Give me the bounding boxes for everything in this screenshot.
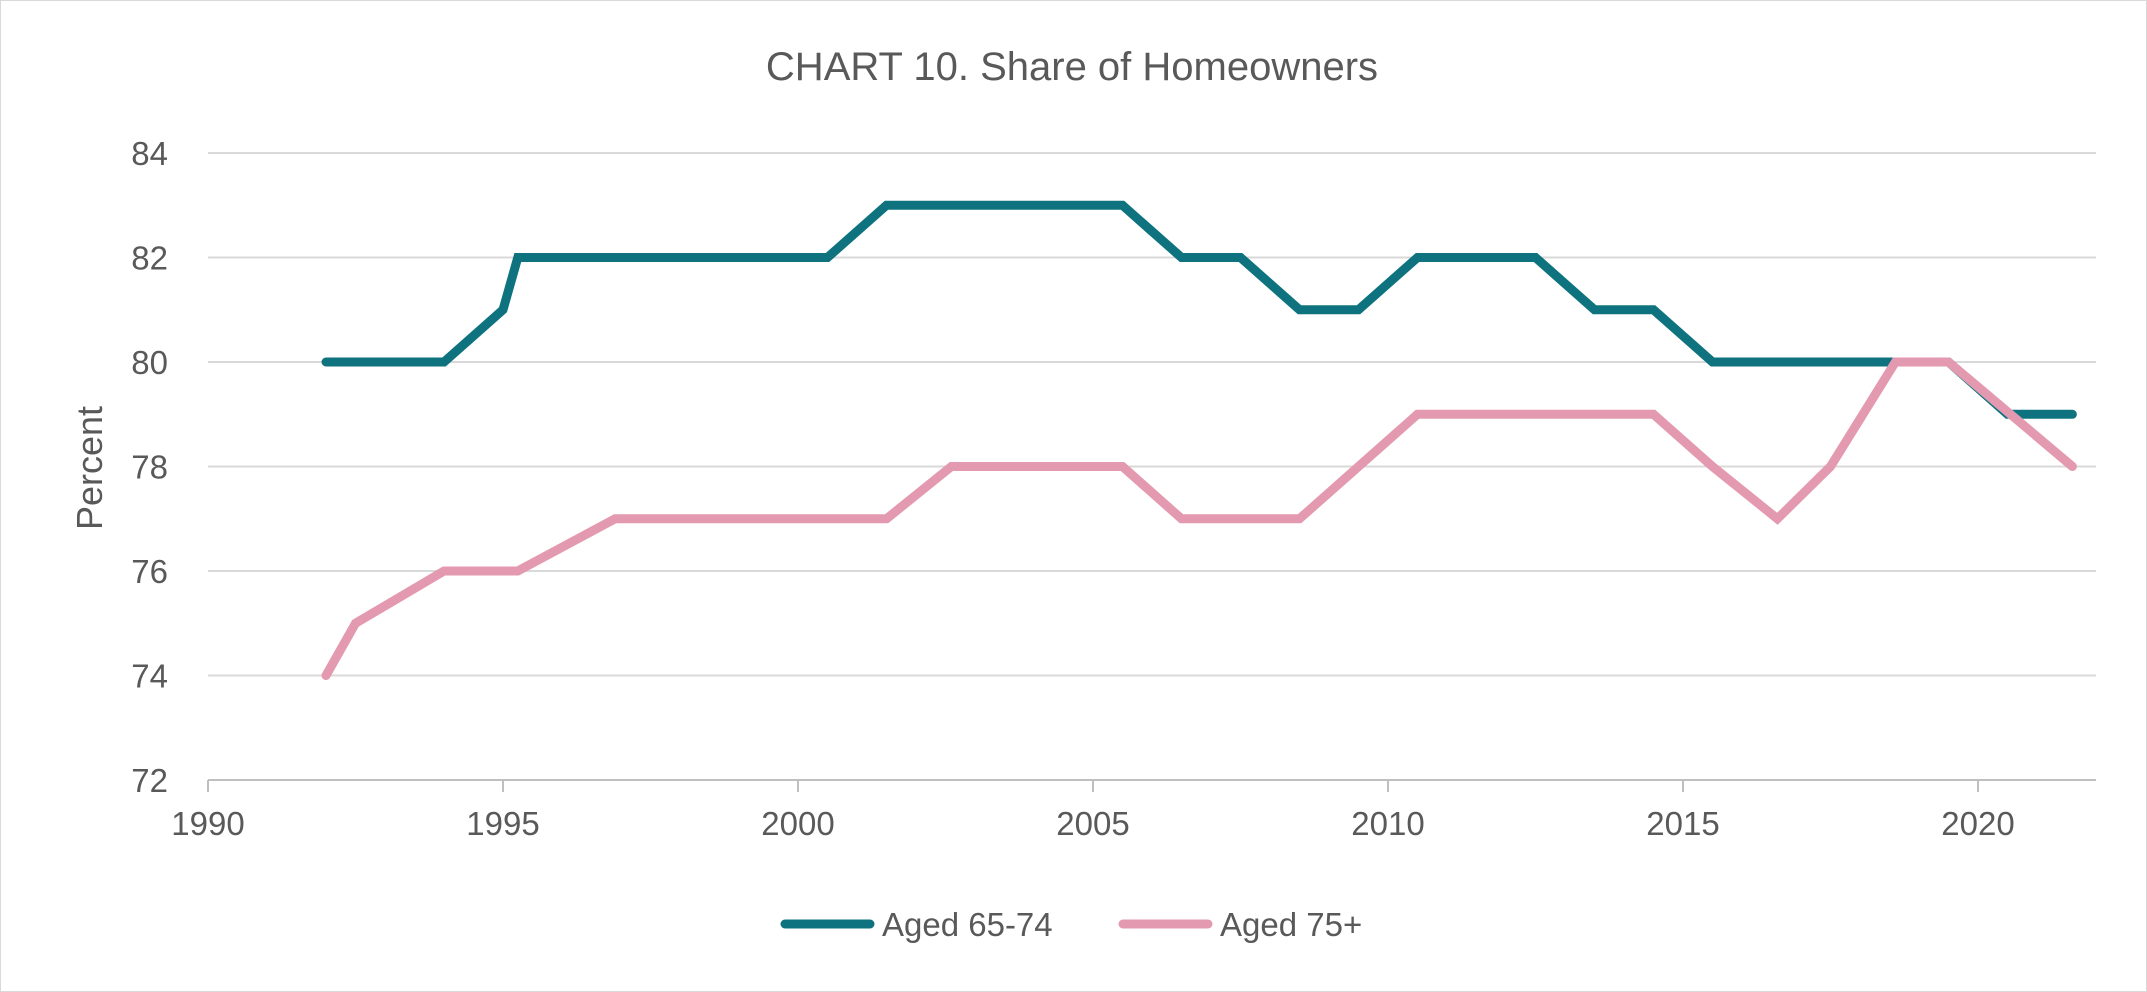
x-tick-label: 2020 — [1941, 805, 2014, 842]
x-axis: 1990 1995 2000 2005 2010 2015 2020 — [171, 779, 2096, 842]
y-tick-label: 72 — [131, 762, 168, 799]
y-tick-label: 82 — [131, 240, 168, 277]
legend-label: Aged 65-74 — [882, 906, 1053, 943]
y-tick-label: 76 — [131, 553, 168, 590]
x-tick-label: 2000 — [761, 805, 834, 842]
y-axis-title: Percent — [69, 406, 110, 530]
series-line-aged-65-74 — [321, 200, 2077, 419]
y-tick-label: 74 — [131, 658, 168, 695]
x-tick-label: 1990 — [171, 805, 244, 842]
legend: Aged 65-74 Aged 75+ — [780, 906, 1362, 943]
series-lines — [321, 200, 2077, 680]
y-tick-label: 80 — [131, 344, 168, 381]
chart-title: CHART 10. Share of Homeowners — [766, 45, 1378, 89]
x-tick-label: 2015 — [1646, 805, 1719, 842]
y-tick-label: 84 — [131, 135, 168, 172]
x-tick-label: 2005 — [1056, 805, 1129, 842]
series-line-aged-75-plus — [321, 357, 2077, 680]
x-tick-label: 1995 — [466, 805, 539, 842]
y-tick-label: 78 — [131, 449, 168, 486]
legend-label: Aged 75+ — [1220, 906, 1362, 943]
y-axis: 72 74 76 78 80 82 84 — [131, 135, 168, 799]
x-tick-label: 2010 — [1351, 805, 1424, 842]
